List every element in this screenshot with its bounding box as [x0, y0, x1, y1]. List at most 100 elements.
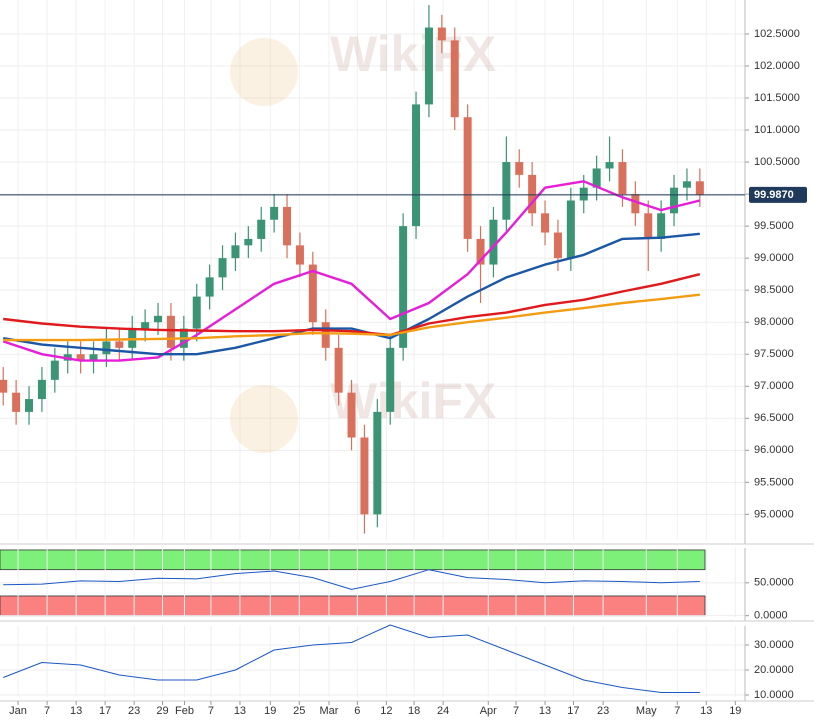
x-tick-label: 6: [354, 705, 360, 717]
y-tick-label: 100.5000: [754, 156, 800, 168]
y-tick-label: 50.0000: [754, 577, 794, 589]
y-tick-label: 102.5000: [754, 28, 800, 40]
candle-body: [308, 264, 317, 323]
x-tick-label: 19: [264, 705, 276, 717]
y-tick-label: 96.5000: [754, 412, 794, 424]
candle-body: [102, 341, 111, 355]
candle-body: [347, 392, 356, 438]
y-tick-label: 99.5000: [754, 220, 794, 232]
watermark-logo: [230, 385, 298, 453]
candle-body: [295, 245, 304, 265]
x-tick-label: 7: [513, 705, 519, 717]
x-tick-label: 7: [208, 705, 214, 717]
candle-body: [154, 315, 163, 323]
candle-body: [502, 162, 511, 220]
candle-body: [605, 162, 614, 169]
x-tick-label: 17: [567, 705, 579, 717]
line-series: [3, 232, 700, 356]
candle-body: [682, 181, 691, 188]
candle-body: [12, 392, 21, 412]
y-tick-label: 30.0000: [754, 639, 794, 651]
candle-body: [25, 399, 34, 412]
candle-body: [270, 206, 279, 220]
last-price-label: 99.9870: [754, 189, 794, 201]
x-tick-label: 7: [674, 705, 680, 717]
x-tick-label: 18: [408, 705, 420, 717]
y-tick-label: 101.0000: [754, 124, 800, 136]
y-tick-label: 101.5000: [754, 92, 800, 104]
candle-body: [670, 187, 679, 214]
candle-body: [37, 379, 46, 400]
x-tick-label: 17: [99, 705, 111, 717]
y-tick-label: 20.0000: [754, 664, 794, 676]
candle-body: [450, 40, 459, 118]
candle-body: [0, 379, 8, 393]
candle-body: [257, 219, 266, 239]
candle-body: [644, 213, 653, 239]
y-tick-label: 102.0000: [754, 60, 800, 72]
candle-body: [141, 322, 150, 329]
last-price-tag: [749, 186, 807, 203]
line-series: [2, 180, 701, 362]
y-tick-label: 95.0000: [754, 508, 794, 520]
x-tick-label: 29: [156, 705, 168, 717]
x-tick-label: 13: [70, 705, 82, 717]
y-tick-label: 96.0000: [754, 444, 794, 456]
line-series: [3, 273, 701, 337]
y-tick-label: 10.0000: [754, 689, 794, 701]
line-series: [3, 624, 700, 693]
y-tick-label: 99.0000: [754, 252, 794, 264]
candle-body: [283, 206, 292, 246]
y-tick-label: 97.0000: [754, 380, 794, 392]
line-series: [3, 293, 700, 342]
x-tick-label: May: [636, 705, 657, 717]
x-tick-label: 24: [437, 705, 449, 717]
candle-body: [89, 354, 98, 361]
watermark-logo: [230, 38, 298, 106]
candle-body: [437, 27, 446, 41]
candle-body: [386, 347, 395, 412]
candle-body: [166, 315, 175, 348]
x-tick-label: 13: [700, 705, 712, 717]
x-tick-label: 25: [293, 705, 305, 717]
y-tick-label: 0.0000: [754, 610, 788, 622]
candle-body: [579, 187, 588, 201]
x-tick-label: Feb: [175, 705, 194, 717]
candle-body: [115, 341, 124, 348]
candle-body: [244, 238, 253, 246]
y-tick-label: 95.5000: [754, 476, 794, 488]
x-tick-label: Apr: [480, 705, 497, 717]
y-tick-label: 98.5000: [754, 284, 794, 296]
x-tick-label: 13: [539, 705, 551, 717]
candle-body: [399, 226, 408, 348]
candle-body: [205, 277, 214, 297]
x-tick-label: 23: [597, 705, 609, 717]
y-tick-label: 97.5000: [754, 348, 794, 360]
candle-body: [463, 117, 472, 239]
line-series: [3, 569, 700, 590]
x-tick-label: 12: [380, 705, 392, 717]
candle-body: [231, 245, 240, 259]
candle-body: [424, 27, 433, 105]
y-tick-label: 98.0000: [754, 316, 794, 328]
candle-body: [515, 162, 524, 175]
candle-body: [695, 181, 704, 195]
x-tick-label: 13: [234, 705, 246, 717]
x-tick-label: 23: [128, 705, 140, 717]
candle-body: [489, 219, 498, 265]
candle-body: [528, 174, 537, 214]
candle-body: [218, 258, 227, 278]
candle-body: [618, 162, 627, 195]
candle-body: [631, 194, 640, 214]
candle-body: [541, 213, 550, 233]
band: [0, 595, 706, 617]
candle-body: [373, 411, 382, 515]
candle-body: [360, 437, 369, 515]
watermark: WikiFX: [330, 373, 496, 429]
candle-body: [321, 322, 330, 348]
candle-body: [566, 200, 575, 259]
candle-body: [50, 360, 59, 380]
x-tick-label: 19: [729, 705, 741, 717]
x-tick-label: 7: [44, 705, 50, 717]
